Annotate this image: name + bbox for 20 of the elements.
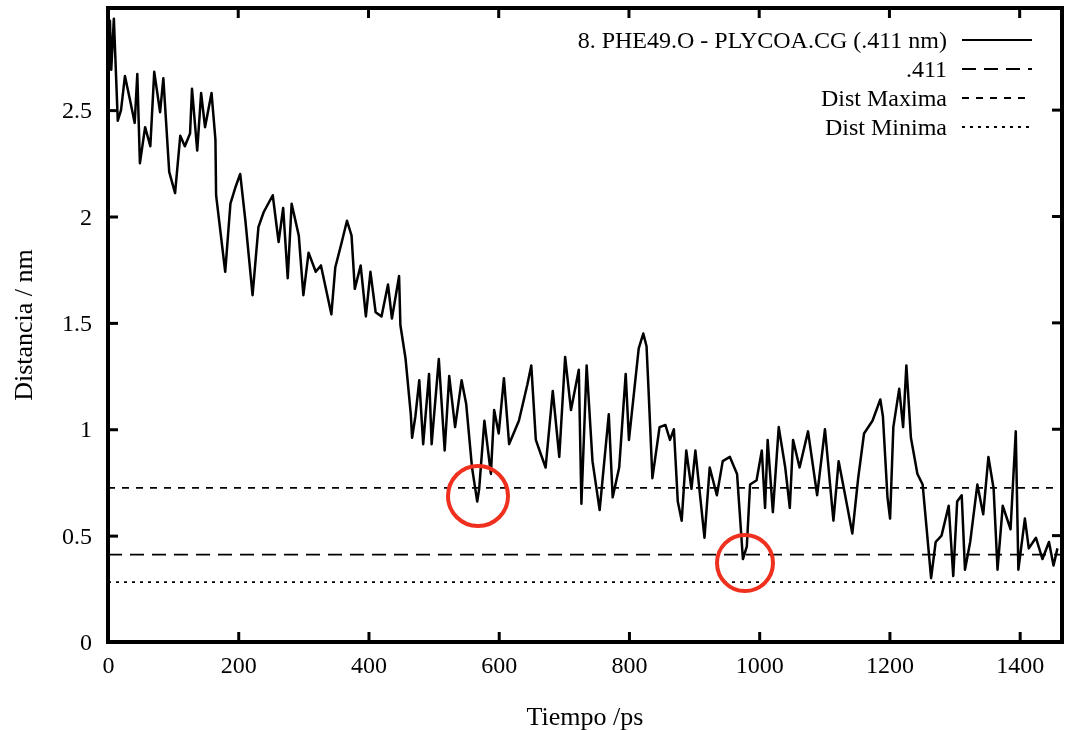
- x-tick-label: 0: [102, 652, 115, 679]
- y-tick-label: 2: [80, 203, 92, 230]
- x-tick-label: 200: [220, 652, 257, 679]
- y-axis-title: Distancia / nm: [9, 249, 38, 401]
- x-tick-label: 1400: [996, 652, 1045, 679]
- x-tick-label: 600: [481, 652, 518, 679]
- x-tick-label: 1200: [865, 652, 914, 679]
- y-tick-label: 0: [80, 629, 92, 656]
- legend-label: 8. PHE49.O - PLYCOA.CG (.411 nm): [577, 27, 947, 53]
- legend-label: Dist Minima: [824, 114, 948, 140]
- legend-label: Dist Maxima: [821, 85, 948, 111]
- x-tick-label: 400: [350, 652, 387, 679]
- y-tick-label: 2.5: [62, 97, 92, 124]
- y-tick-label: 1.5: [62, 310, 92, 337]
- x-axis-title: Tiempo /ps: [526, 702, 644, 730]
- legend-label: .411: [905, 56, 947, 82]
- x-tick-label: 800: [611, 652, 648, 679]
- x-tick-label: 1000: [735, 652, 784, 679]
- y-tick-label: 1: [80, 416, 92, 443]
- y-tick-label: 0.5: [62, 522, 92, 549]
